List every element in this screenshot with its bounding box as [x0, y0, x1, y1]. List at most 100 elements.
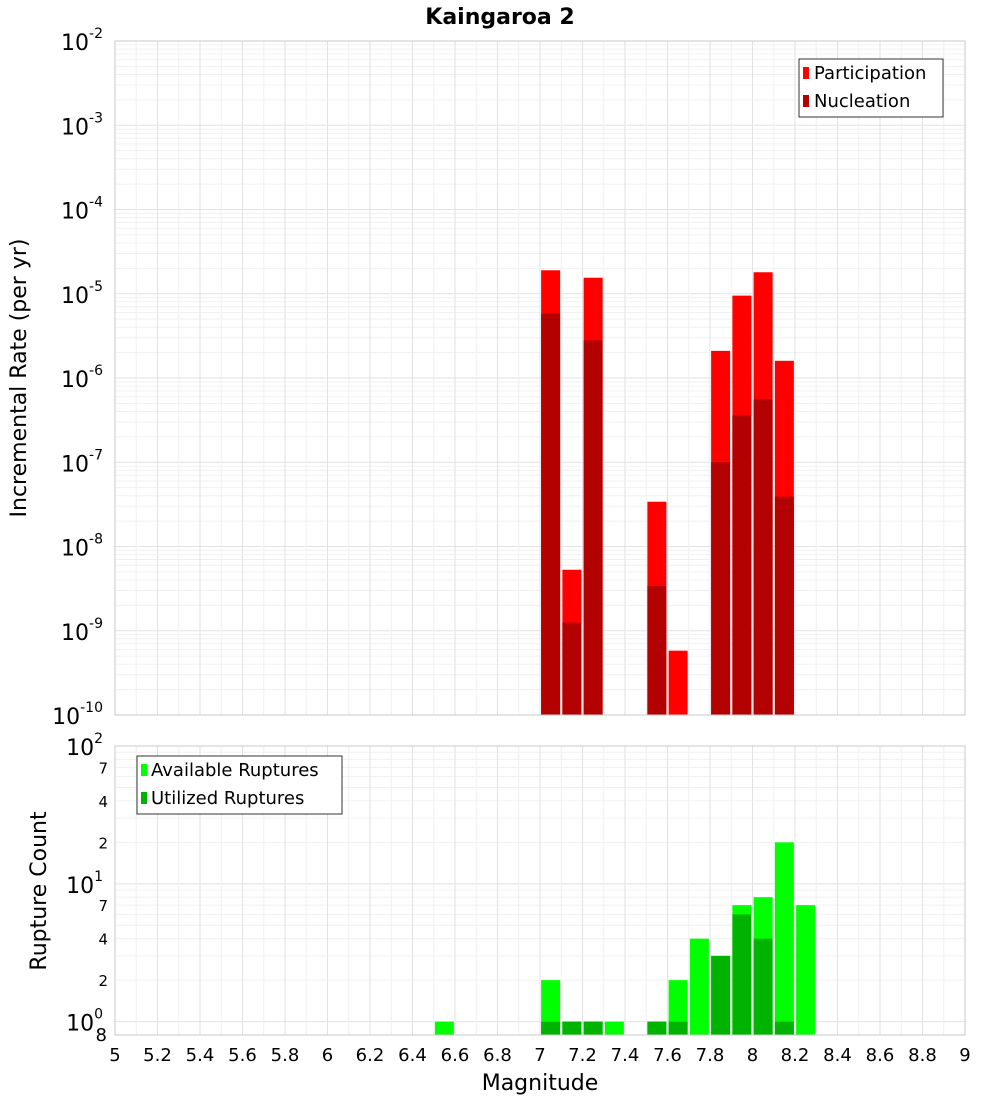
available-ruptures-bar [668, 980, 688, 1035]
nucleation-bar [583, 340, 603, 715]
utilized-ruptures-bar [732, 914, 752, 1035]
rate-axis-label: Incremental Rate (per yr) [7, 239, 32, 518]
magnitude-x-tick-label: 6.4 [398, 1045, 427, 1066]
utilized-ruptures-bar [583, 1021, 603, 1035]
rate-y-tick-label: 10-10 [52, 700, 103, 730]
magnitude-x-tick-label: 7.6 [653, 1045, 682, 1066]
available-legend-swatch [141, 764, 147, 776]
count-y-major-tick-label: 100 [66, 1007, 103, 1037]
magnitude-x-tick-label: 9 [959, 1045, 970, 1066]
participation-legend-label: Participation [814, 63, 926, 84]
available-ruptures-bar [774, 842, 794, 1035]
magnitude-x-tick-label: 7.4 [611, 1045, 640, 1066]
rate-y-tick-label: 10-5 [61, 279, 103, 309]
rate-y-tick-label-base: 10 [61, 31, 89, 56]
magnitude-x-tick-label: 8.2 [781, 1045, 810, 1066]
available-ruptures-bar [434, 1021, 454, 1035]
magnitude-x-tick-label: 7.8 [696, 1045, 725, 1066]
chart-title: Kaingaroa 2 [425, 5, 574, 30]
rate-y-tick-label-exponent: -9 [89, 616, 103, 632]
rate-y-tick-label: 10-7 [61, 447, 103, 477]
magnitude-x-tick-label: 8.4 [823, 1045, 852, 1066]
rate-y-tick-label-exponent: -10 [80, 700, 103, 716]
utilized-ruptures-bar [711, 955, 731, 1035]
magnitude-x-tick-label: 7.2 [568, 1045, 597, 1066]
magnitude-x-tick-label: 8.8 [908, 1045, 937, 1066]
utilized-ruptures-bar [562, 1021, 582, 1035]
count-y-major-tick-label-exponent: 0 [94, 1007, 103, 1023]
count-y-major-tick-label-base: 10 [66, 1012, 94, 1037]
available-legend-label: Available Ruptures [151, 760, 319, 781]
rate-y-tick-label-base: 10 [52, 705, 80, 730]
rate-y-tick-label-base: 10 [61, 537, 89, 562]
participation-bar [668, 650, 688, 715]
rate-y-tick-label-exponent: -4 [89, 195, 103, 211]
rate-legend-box [798, 58, 944, 118]
magnitude-x-tick-label: 5.2 [143, 1045, 172, 1066]
rate-y-tick-label-exponent: -7 [89, 447, 103, 463]
magnitude-x-tick-label: 8 [747, 1045, 758, 1066]
count-bars [434, 842, 816, 1035]
count-y-major-tick-label-base: 10 [66, 736, 94, 761]
rate-legend: Participation Nucleation [798, 58, 944, 118]
utilized-ruptures-bar [668, 1021, 688, 1035]
count-y-major-tick-label: 101 [66, 869, 103, 899]
rate-y-tick-label-exponent: -6 [89, 363, 103, 379]
nucleation-bar [647, 585, 667, 715]
rate-y-tick-label-exponent: -8 [89, 532, 103, 548]
available-ruptures-bar [689, 938, 709, 1035]
nucleation-bar [711, 462, 731, 715]
count-y-minor-tick-label: 2 [98, 972, 108, 990]
count-y-minor-tick-label: 7 [98, 897, 108, 915]
rate-y-tick-label-base: 10 [61, 452, 89, 477]
available-ruptures-bar [541, 980, 561, 1035]
count-y-major-tick-label: 102 [66, 731, 103, 761]
count-plot-border [114, 745, 966, 1036]
count-legend: Available Ruptures Utilized Ruptures [136, 755, 343, 815]
rate-grid [114, 41, 966, 716]
rate-y-tick-label-base: 10 [61, 115, 89, 140]
rate-y-tick-label: 10-4 [61, 195, 103, 225]
rate-y-tick-label-base: 10 [61, 284, 89, 309]
nucleation-bar [732, 415, 752, 715]
magnitude-x-tick-label: 6.6 [441, 1045, 470, 1066]
participation-legend-swatch [803, 67, 809, 79]
magnitude-x-tick-label: 5 [109, 1045, 120, 1066]
count-axis-label: Rupture Count [27, 811, 52, 971]
rate-y-tick-label: 10-6 [61, 363, 103, 393]
rate-y-tick-label-exponent: -5 [89, 279, 103, 295]
count-y-major-tick-label-exponent: 1 [94, 869, 103, 885]
magnitude-x-tick-label: 6 [322, 1045, 333, 1066]
rate-y-tick-label-base: 10 [61, 368, 89, 393]
magnitude-axis-label: Magnitude [482, 1071, 599, 1096]
magnitude-x-tick-label: 7 [534, 1045, 545, 1066]
nucleation-legend-swatch [803, 95, 809, 107]
available-ruptures-bar [604, 1021, 624, 1035]
utilized-legend-label: Utilized Ruptures [151, 788, 304, 809]
magnitude-x-tick-label: 5.8 [271, 1045, 300, 1066]
magnitude-x-tick-label: 8.6 [866, 1045, 895, 1066]
rate-y-tick-label-base: 10 [61, 200, 89, 225]
available-ruptures-bar [796, 905, 816, 1035]
utilized-ruptures-bar [647, 1021, 667, 1035]
count-y-major-tick-label-exponent: 2 [94, 731, 103, 747]
utilized-legend-swatch [141, 792, 147, 804]
rate-panel: 10-1010-910-810-710-610-510-410-310-2Par… [52, 26, 966, 730]
rate-y-tick-label: 10-8 [61, 532, 103, 562]
magnitude-x-tick-label: 6.8 [483, 1045, 512, 1066]
count-y-minor-tick-label: 8 [96, 1025, 107, 1046]
rate-y-tick-label-base: 10 [61, 621, 89, 646]
nucleation-legend-label: Nucleation [814, 91, 910, 112]
rate-y-tick-label-exponent: -2 [89, 26, 103, 42]
utilized-ruptures-bar [541, 1021, 561, 1035]
utilized-ruptures-bar [753, 938, 773, 1035]
rate-y-tick-label: 10-3 [61, 110, 103, 140]
nucleation-bar [774, 496, 794, 715]
count-legend-box [136, 755, 343, 815]
rate-plot-border [114, 40, 966, 716]
nucleation-bar [562, 622, 582, 715]
nucleation-bar [541, 313, 561, 715]
